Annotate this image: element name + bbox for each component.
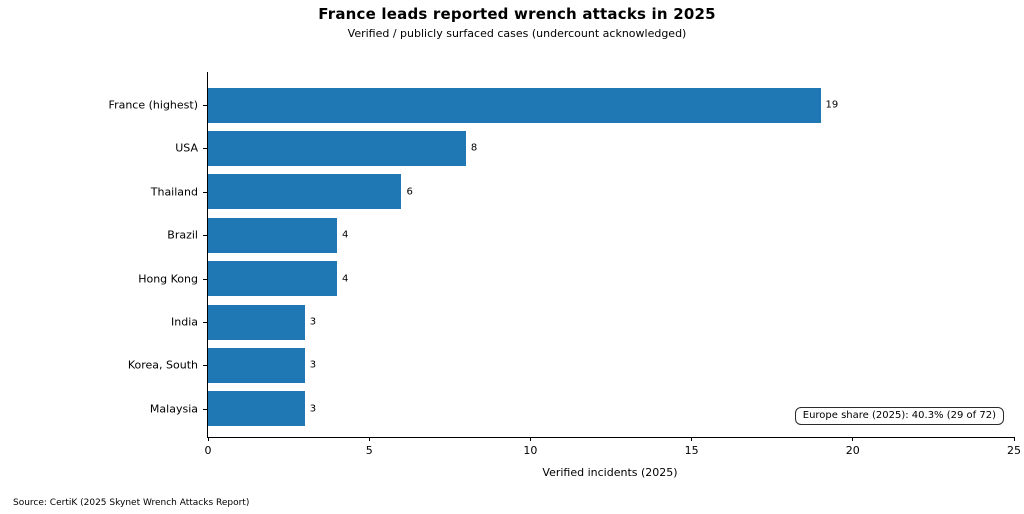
bar-row: Malaysia 3	[150, 391, 1014, 427]
category-label: USA	[175, 141, 198, 155]
bar-value-label: 8	[470, 142, 478, 154]
bar	[208, 130, 466, 166]
x-axis-ticks: 0 5 10 15 20 25	[204, 437, 1021, 467]
y-tick	[203, 148, 208, 150]
bar	[208, 347, 305, 383]
chart-subtitle: Verified / publicly surfaced cases (unde…	[347, 27, 687, 40]
bar	[208, 174, 402, 210]
x-tick-label: 25	[1007, 444, 1021, 457]
y-tick	[203, 191, 208, 193]
x-tick-label: 15	[684, 444, 699, 457]
bar-row: Hong Kong 4	[138, 261, 1014, 297]
bar	[208, 261, 337, 297]
category-label: France (highest)	[108, 98, 198, 112]
x-tick	[529, 437, 531, 441]
category-label: India	[171, 315, 198, 329]
y-tick	[203, 365, 208, 367]
category-label: Korea, South	[127, 358, 198, 372]
chart-title: France leads reported wrench attacks in …	[318, 5, 716, 23]
x-tick-label: 0	[204, 444, 212, 457]
bars-container: France (highest) 19 USA 8 Thailand 6 Brazil 4 Ho…	[109, 72, 1014, 437]
bar-value-label: 3	[309, 316, 317, 328]
x-tick	[368, 437, 370, 441]
x-axis-label: Verified incidents (2025)	[542, 466, 678, 479]
bar-value-label: 3	[309, 403, 317, 415]
x-tick-label: 5	[365, 444, 373, 457]
bar-row: USA 8	[175, 130, 1014, 166]
plot-area: France (highest) 19 USA 8 Thailand 6 Brazil 4 Ho…	[109, 72, 1014, 438]
x-tick-label: 10	[523, 444, 538, 457]
category-label: Malaysia	[149, 402, 198, 416]
bar-row: Korea, South 3	[128, 347, 1014, 383]
bar-value-label: 4	[341, 229, 349, 241]
bar	[208, 217, 337, 253]
y-tick	[203, 278, 208, 280]
bar-row: Thailand 6	[151, 174, 1014, 210]
y-tick	[203, 408, 208, 410]
x-tick	[691, 437, 693, 441]
bar-row: France (highest) 19	[109, 87, 1014, 123]
x-tick	[852, 437, 854, 441]
x-tick	[207, 437, 209, 441]
bar-value-label: 3	[309, 359, 317, 371]
bar	[208, 391, 305, 427]
x-tick-label: 20	[845, 444, 860, 457]
annotation-box: Europe share (2025): 40.3% (29 of 72)	[794, 407, 1004, 425]
y-tick	[203, 322, 208, 323]
source-note: Source: CertiK (2025 Skynet Wrench Attac…	[13, 498, 250, 508]
category-label: Hong Kong	[138, 272, 198, 286]
y-tick	[203, 105, 208, 106]
bar-value-label: 19	[825, 99, 839, 111]
x-tick	[1013, 437, 1015, 441]
category-label: Brazil	[167, 228, 198, 242]
bar-value-label: 4	[341, 273, 349, 285]
bar-row: India 3	[171, 304, 1014, 340]
bar	[208, 304, 305, 340]
y-tick	[203, 235, 208, 237]
category-label: Thailand	[150, 185, 198, 199]
bar-row: Brazil 4	[167, 217, 1014, 253]
bar-value-label: 6	[406, 186, 413, 198]
bar	[208, 87, 821, 123]
